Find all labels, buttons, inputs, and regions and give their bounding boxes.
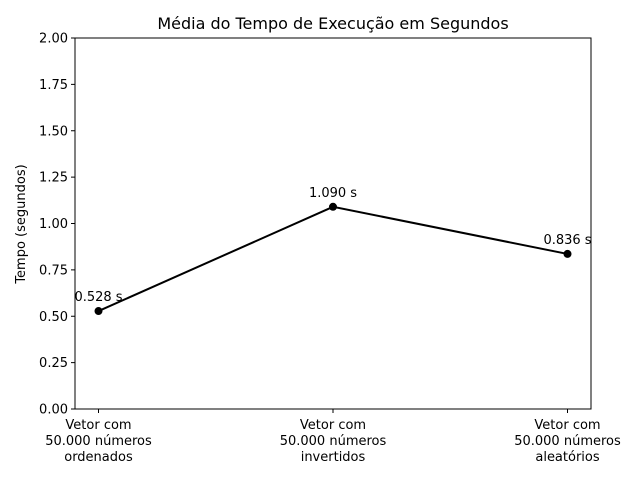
chart-title: Média do Tempo de Execução em Segundos [157, 14, 508, 33]
series-group: 0.528 s 1.090 s 0.836 s [74, 186, 592, 316]
y-tick-label: 1.75 [39, 78, 68, 93]
x-tick-label: Vetor com [65, 418, 131, 433]
plot-frame [74, 37, 592, 410]
y-tick-label: 0.25 [39, 356, 68, 371]
y-tick-label: 1.00 [39, 217, 68, 232]
x-tick-label: invertidos [301, 450, 366, 465]
x-tick-label: ordenados [64, 450, 133, 465]
y-tick-label: 1.50 [39, 124, 68, 139]
x-tick-label: 50.000 números [45, 434, 152, 449]
x-tick-label: 50.000 números [280, 434, 387, 449]
y-tick-label: 0.00 [39, 403, 68, 418]
series-line [98, 205, 568, 312]
x-tick-label: aleatórios [535, 450, 600, 465]
y-tick-label: 2.00 [39, 32, 68, 47]
data-label: 1.090 s [309, 186, 357, 201]
data-label: 0.836 s [543, 233, 591, 248]
y-axis: 0.00 0.25 0.50 0.75 1.00 1.25 1.50 1.75 2.00 [39, 32, 75, 418]
y-tick-label: 1.25 [39, 171, 68, 186]
y-tick-label: 0.50 [39, 310, 68, 325]
data-point [94, 307, 103, 316]
y-axis-label: Tempo (segundos) [14, 164, 29, 284]
x-tick-label: Vetor com [534, 418, 600, 433]
x-tick-label: Vetor com [300, 418, 366, 433]
y-tick-label: 0.75 [39, 263, 68, 278]
data-point [329, 202, 337, 211]
data-label: 0.528 s [74, 290, 122, 305]
x-tick-label: 50.000 números [514, 434, 621, 449]
data-point [563, 249, 572, 258]
